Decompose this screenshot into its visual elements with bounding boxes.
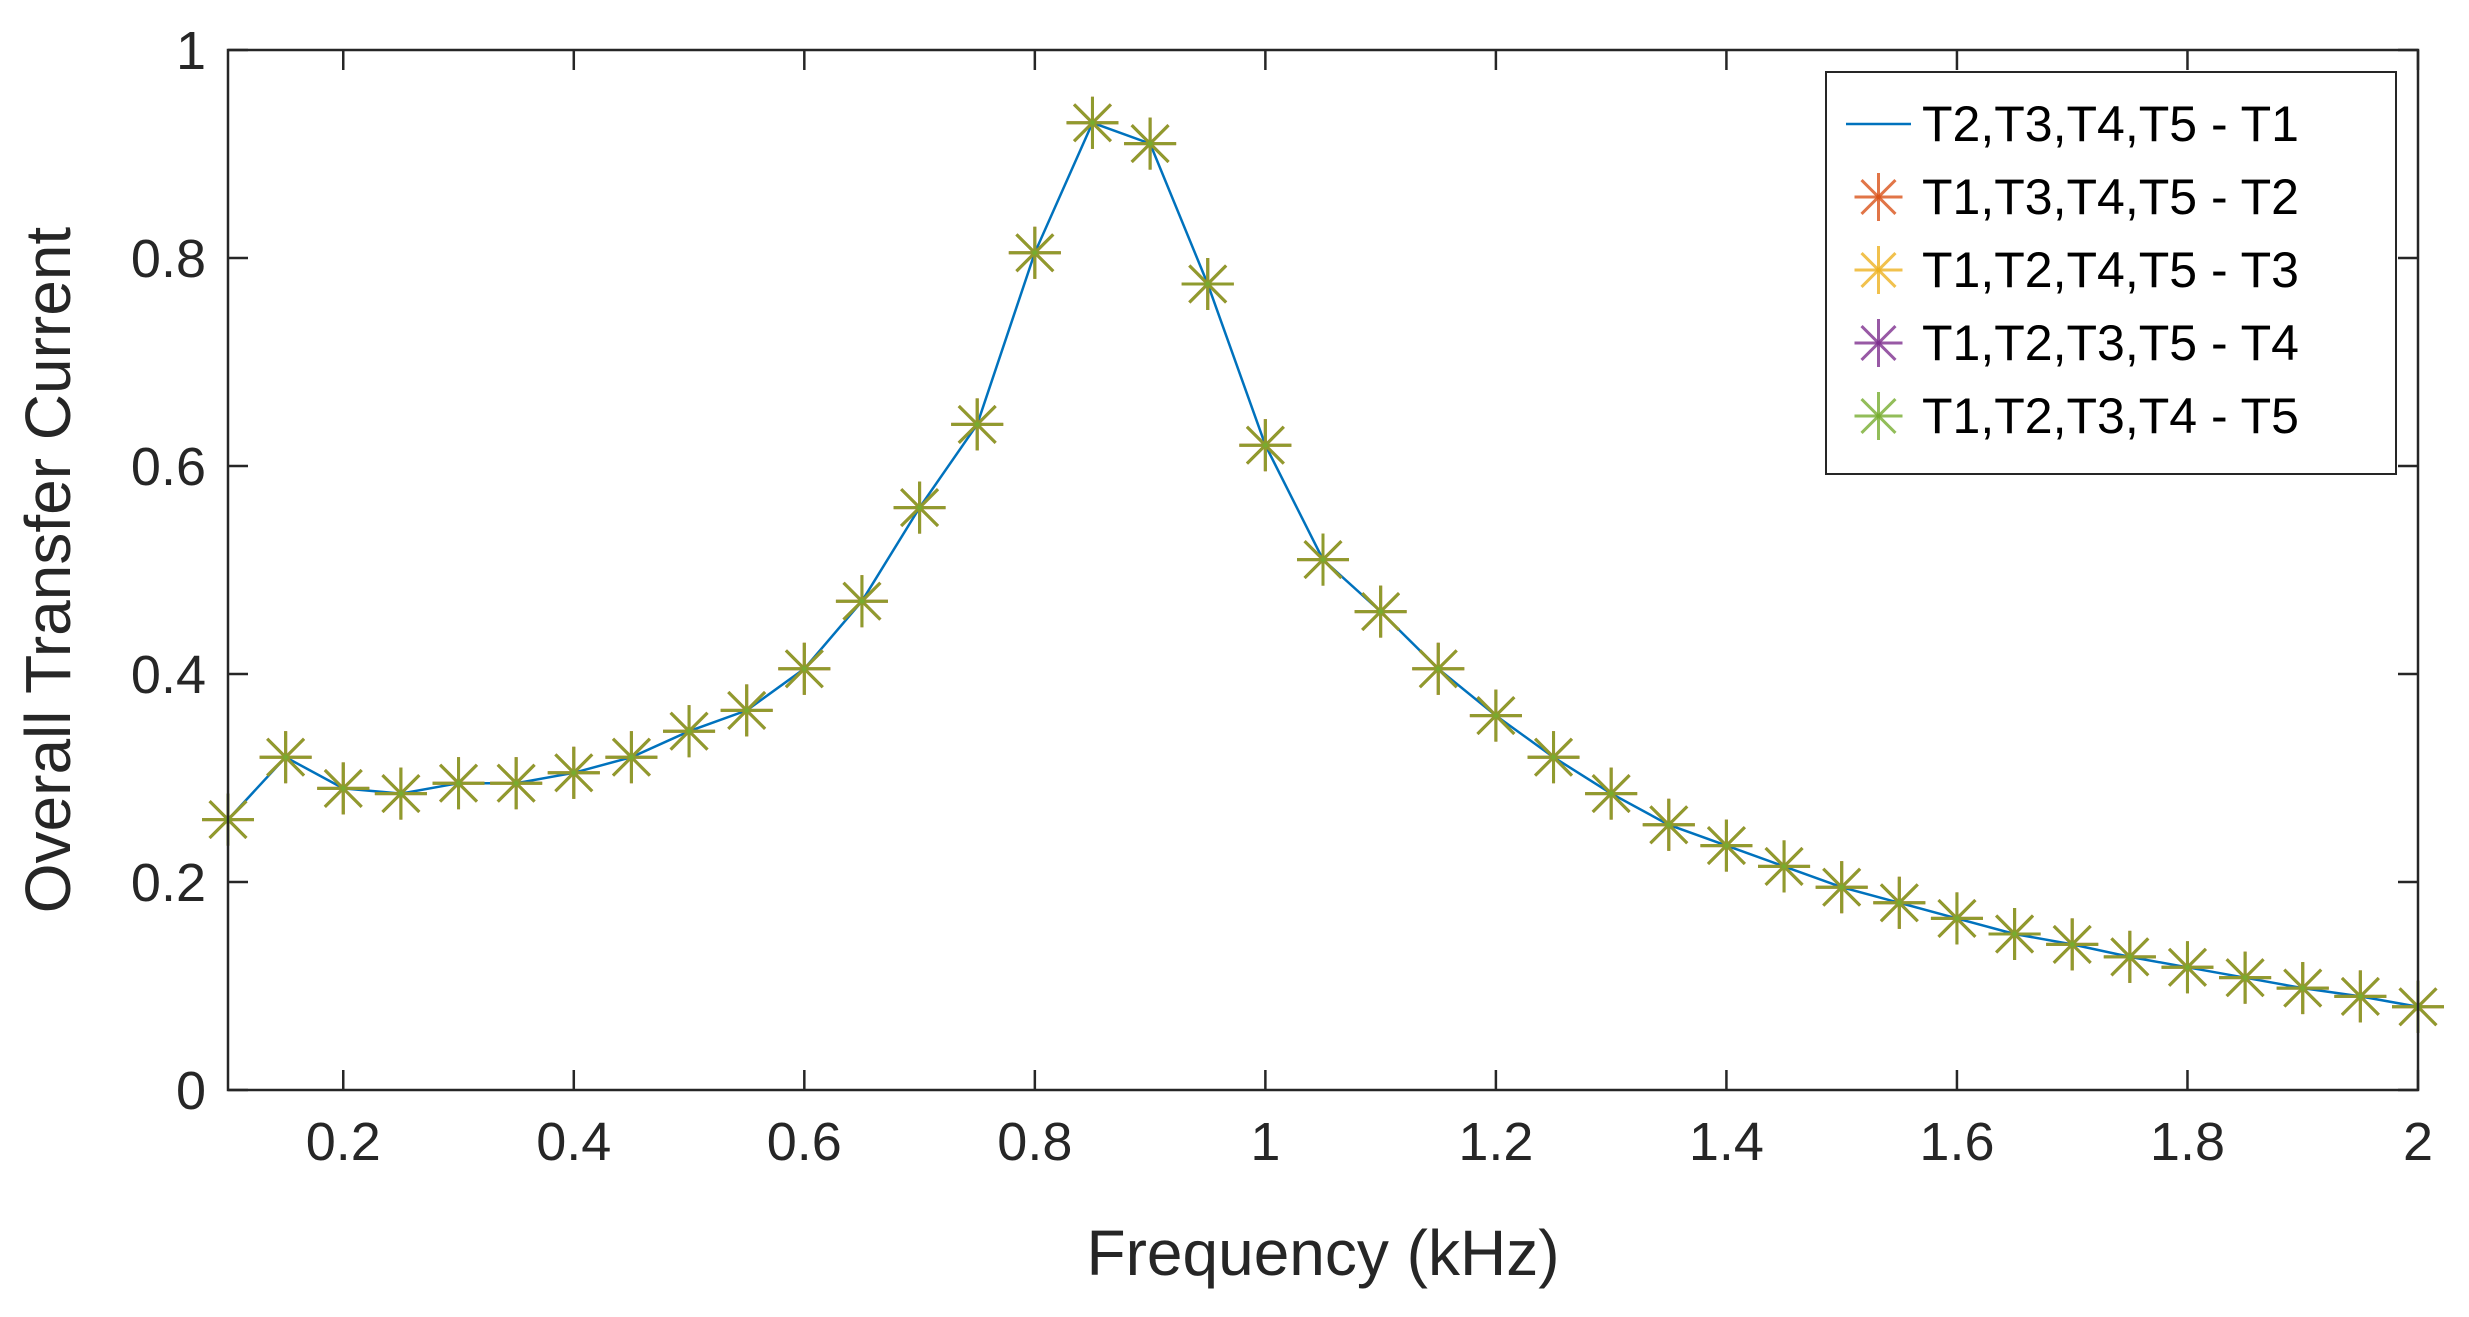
x-tick-label: 0.2 xyxy=(306,1112,381,1172)
legend-box xyxy=(1825,71,2397,475)
data-point xyxy=(951,398,1004,451)
data-point xyxy=(2046,918,2099,971)
data-point xyxy=(432,757,485,810)
data-point xyxy=(259,731,312,784)
data-point xyxy=(1585,767,1638,820)
legend-item: T1,T2,T3,T4 - T5 xyxy=(1854,388,2299,444)
data-point xyxy=(1758,840,1811,893)
x-tick-label: 2 xyxy=(2403,1112,2433,1172)
x-tick-label: 0.4 xyxy=(536,1112,611,1172)
data-point xyxy=(1008,226,1061,279)
y-tick-label: 1 xyxy=(176,21,206,81)
legend-marker-swatch xyxy=(1854,319,1903,367)
data-point xyxy=(1988,908,2041,960)
data-point xyxy=(1700,819,1753,872)
legend-item: T1,T2,T4,T5 - T3 xyxy=(1854,242,2299,298)
y-tick-label: 0.2 xyxy=(131,853,206,913)
y-tick-label: 0 xyxy=(176,1061,206,1121)
data-point xyxy=(1124,117,1177,170)
x-tick-label: 0.6 xyxy=(767,1112,842,1172)
data-point xyxy=(2161,941,2214,994)
data-point xyxy=(374,767,427,820)
x-tick-label: 1 xyxy=(1250,1112,1280,1172)
series-layer xyxy=(202,96,2444,1033)
y-axis-label: Overall Transfer Current xyxy=(12,227,84,914)
data-point xyxy=(893,481,946,534)
legend-marker-swatch xyxy=(1854,246,1903,294)
data-point xyxy=(1297,533,1349,586)
data-point xyxy=(1815,861,1868,914)
legend-label: T1,T3,T4,T5 - T2 xyxy=(1922,169,2299,225)
data-point xyxy=(490,757,543,810)
legend-item: T1,T3,T4,T5 - T2 xyxy=(1854,169,2299,225)
data-point xyxy=(605,731,658,784)
legend-label: T1,T2,T4,T5 - T3 xyxy=(1922,242,2299,298)
data-point xyxy=(1354,585,1407,638)
legend-item: T2,T3,T4,T5 - T1 xyxy=(1846,96,2299,152)
data-point xyxy=(1239,419,1292,472)
data-point xyxy=(1469,689,1522,742)
x-tick-label: 1.4 xyxy=(1689,1112,1764,1172)
legend-marker-swatch xyxy=(1854,173,1903,221)
legend-label: T1,T2,T3,T5 - T4 xyxy=(1922,315,2299,371)
data-point xyxy=(1642,798,1695,851)
legend-marker-swatch xyxy=(1854,392,1903,440)
x-tick-label: 1.8 xyxy=(2150,1112,2225,1172)
legend-item: T1,T2,T3,T5 - T4 xyxy=(1854,315,2299,371)
data-point xyxy=(1873,876,1926,929)
data-point xyxy=(1181,258,1234,310)
x-tick-label: 1.6 xyxy=(1919,1112,1994,1172)
x-axis-label: Frequency (kHz) xyxy=(1087,1217,1560,1289)
data-point xyxy=(1066,96,1119,149)
legend: T2,T3,T4,T5 - T1 T1,T3,T4,T5 - T2 T1,T2,T4… xyxy=(1825,71,2397,475)
data-point xyxy=(2334,970,2387,1023)
tick-labels: 0.2 0.4 0.6 0.8 1 1.2 1.4 1.6 1.8 2 0 0.2 0.4 0.6 0.8 1 xyxy=(131,21,2433,1172)
x-tick-label: 1.2 xyxy=(1458,1112,1533,1172)
data-point xyxy=(317,762,370,815)
y-tick-label: 0.6 xyxy=(131,437,206,497)
data-point xyxy=(1930,892,1983,945)
data-point xyxy=(2219,951,2272,1004)
legend-label: T2,T3,T4,T5 - T1 xyxy=(1922,96,2299,152)
data-point xyxy=(835,575,888,628)
data-point xyxy=(778,642,831,695)
legend-label: T1,T2,T3,T4 - T5 xyxy=(1922,388,2299,444)
data-point xyxy=(547,746,600,799)
data-point xyxy=(1412,642,1465,695)
data-point xyxy=(2276,962,2329,1015)
data-point xyxy=(720,684,773,737)
y-tick-label: 0.8 xyxy=(131,229,206,289)
x-tick-label: 0.8 xyxy=(997,1112,1072,1172)
data-point xyxy=(663,705,716,758)
plot-frame xyxy=(226,48,2420,1092)
data-point xyxy=(2103,930,2156,983)
y-tick-label: 0.4 xyxy=(131,645,206,705)
data-point xyxy=(1527,731,1580,784)
